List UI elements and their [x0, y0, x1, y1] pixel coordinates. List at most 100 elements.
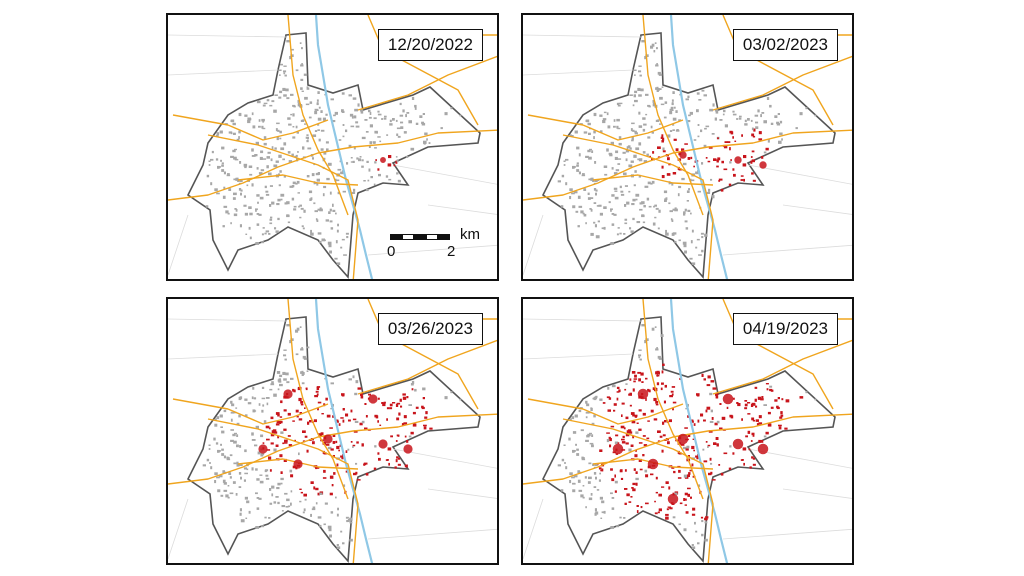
- damaged-building: [307, 421, 310, 425]
- building: [573, 166, 576, 168]
- building: [651, 180, 655, 184]
- damaged-building: [742, 447, 747, 451]
- building: [328, 244, 332, 248]
- building: [258, 403, 261, 406]
- building: [763, 404, 767, 406]
- damaged-building: [336, 420, 339, 423]
- building: [374, 147, 377, 149]
- building: [301, 225, 304, 228]
- building: [672, 91, 675, 94]
- damaged-building: [695, 455, 699, 458]
- city-boundary: [541, 316, 836, 563]
- damaged-building: [336, 445, 340, 450]
- building: [293, 208, 297, 211]
- building: [302, 146, 305, 150]
- building: [262, 158, 267, 160]
- damaged-building: [679, 502, 683, 505]
- damaged-building: [406, 440, 409, 443]
- building: [346, 236, 349, 239]
- building: [577, 479, 581, 483]
- building: [247, 402, 252, 405]
- building: [337, 168, 342, 171]
- building: [219, 130, 223, 134]
- river: [314, 299, 374, 563]
- building: [354, 420, 359, 423]
- building: [334, 111, 338, 115]
- building: [235, 177, 239, 181]
- damaged-building: [387, 447, 392, 451]
- building: [805, 107, 808, 110]
- building: [695, 530, 698, 533]
- building: [377, 113, 382, 116]
- damaged-building: [397, 435, 400, 437]
- building: [231, 403, 235, 407]
- damaged-building: [382, 403, 386, 407]
- damaged-building: [616, 391, 620, 393]
- building: [269, 218, 273, 221]
- building: [620, 193, 625, 196]
- building: [593, 414, 596, 418]
- damaged-building: [315, 466, 318, 470]
- damaged-building: [402, 396, 407, 400]
- building: [346, 520, 349, 523]
- building: [643, 123, 647, 126]
- building: [697, 190, 701, 193]
- building: [606, 148, 609, 152]
- building: [258, 497, 262, 500]
- building: [340, 530, 343, 533]
- building: [625, 149, 630, 153]
- building: [697, 542, 700, 545]
- building: [224, 123, 228, 125]
- damaged-building: [621, 414, 623, 417]
- damaged-building: [381, 402, 384, 404]
- building: [343, 254, 347, 256]
- damaged-building: [306, 449, 309, 453]
- damaged-building: [609, 438, 612, 442]
- damaged-building: [681, 148, 685, 152]
- building: [348, 378, 352, 381]
- damaged-building: [270, 442, 274, 445]
- damaged-building: [352, 444, 356, 447]
- building: [215, 418, 217, 421]
- building: [577, 195, 581, 199]
- damaged-building: [661, 140, 664, 143]
- building: [329, 534, 332, 538]
- building: [383, 117, 387, 120]
- damaged-building: [270, 433, 275, 437]
- building: [216, 416, 220, 420]
- building: [589, 208, 592, 210]
- building: [320, 148, 324, 151]
- damaged-building: [684, 143, 688, 145]
- damaged-building: [633, 378, 638, 380]
- building: [630, 128, 633, 132]
- building: [400, 126, 404, 129]
- damaged-building: [406, 396, 409, 399]
- building: [353, 146, 356, 150]
- building: [616, 233, 619, 236]
- building: [587, 192, 590, 195]
- building: [619, 516, 622, 519]
- scale-segment: [390, 234, 402, 240]
- building: [589, 442, 594, 445]
- building: [406, 112, 410, 114]
- building: [269, 222, 273, 225]
- building: [342, 124, 345, 126]
- building: [616, 125, 619, 129]
- building: [573, 450, 576, 452]
- building: [221, 164, 224, 167]
- building: [591, 422, 595, 426]
- damaged-building: [732, 397, 735, 400]
- building: [222, 479, 226, 483]
- damaged-building: [668, 419, 672, 423]
- building: [710, 462, 713, 465]
- damaged-building: [638, 428, 642, 431]
- damaged-building: [629, 378, 632, 381]
- building: [261, 118, 265, 122]
- building: [244, 496, 248, 500]
- damaged-building: [710, 380, 715, 383]
- building: [291, 197, 295, 201]
- building: [570, 134, 572, 137]
- building: [213, 437, 216, 441]
- major-road: [722, 299, 834, 410]
- building: [336, 229, 339, 233]
